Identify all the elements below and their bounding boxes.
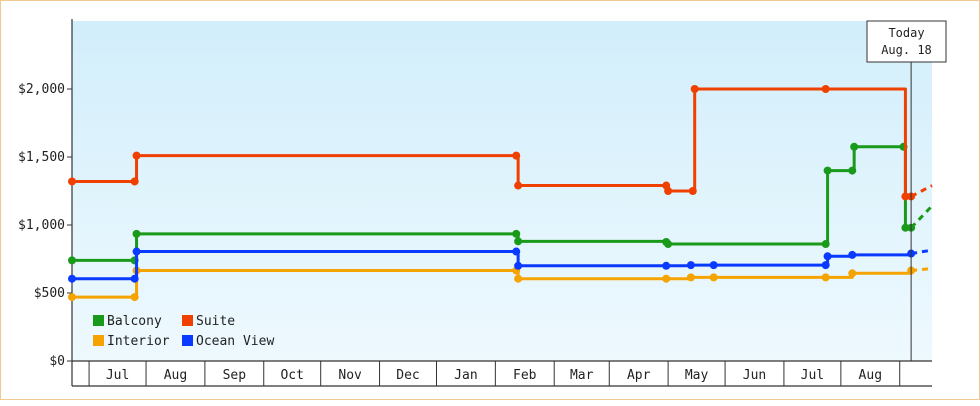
legend-swatch — [182, 335, 193, 346]
x-tick-label: May — [685, 368, 709, 383]
series-point — [512, 247, 521, 256]
legend-swatch — [93, 335, 104, 346]
series-point — [68, 256, 76, 265]
series-point — [132, 247, 141, 256]
series-point — [514, 261, 523, 270]
legend-label: Interior — [107, 334, 170, 349]
series-point — [686, 273, 695, 282]
series-point — [821, 240, 830, 249]
legend-label: Suite — [196, 314, 235, 329]
legend-label: Ocean View — [196, 334, 274, 349]
x-tick-label: Dec — [396, 368, 419, 383]
x-tick-label: Jul — [106, 368, 129, 383]
series-point — [664, 187, 673, 195]
x-tick-label: Feb — [513, 368, 537, 383]
series-point — [514, 181, 523, 190]
x-tick-label: Jul — [801, 368, 824, 383]
series-point — [686, 261, 695, 270]
legend-swatch — [182, 315, 193, 326]
y-tick-label: $2,000 — [18, 82, 65, 97]
x-tick-label: Jan — [454, 368, 477, 383]
series-point — [512, 151, 521, 160]
series-point — [514, 274, 523, 283]
x-tick-label: Aug — [859, 368, 882, 383]
series-point — [68, 293, 76, 302]
series-projection — [910, 204, 934, 229]
x-tick-label: Nov — [338, 368, 362, 383]
series-point — [690, 85, 699, 93]
series-point — [130, 177, 139, 186]
series-point — [130, 274, 139, 283]
series-point — [68, 274, 76, 283]
x-tick-label: Aug — [164, 368, 187, 383]
y-tick-label: $1,500 — [18, 150, 65, 165]
series-point — [709, 261, 718, 270]
series-point — [821, 85, 830, 93]
series-point — [512, 229, 521, 238]
today-date: Aug. 18 — [881, 43, 932, 57]
x-tick-label: Apr — [627, 368, 651, 383]
series-point — [709, 273, 718, 282]
y-tick-label: $1,000 — [18, 218, 65, 233]
series-point — [132, 151, 141, 160]
series-point — [821, 261, 830, 270]
series-point — [850, 142, 859, 151]
series-point — [901, 192, 910, 201]
x-tick-label: Jun — [743, 368, 766, 383]
series-point — [688, 187, 697, 195]
y-tick-label: $500 — [34, 286, 65, 301]
series-point — [848, 250, 857, 259]
x-tick-label: Sep — [223, 368, 247, 383]
plot-background — [72, 21, 932, 361]
legend-swatch — [93, 315, 104, 326]
series-point — [662, 261, 671, 270]
series-point — [130, 293, 139, 302]
series-point — [848, 166, 857, 175]
series-point — [664, 240, 673, 249]
series-point — [823, 252, 832, 261]
series-point — [132, 229, 141, 238]
series-point — [901, 223, 910, 232]
today-label-box — [866, 20, 947, 63]
series-point — [821, 273, 830, 282]
x-tick-label: Mar — [570, 368, 594, 383]
legend-label: Balcony — [107, 314, 162, 329]
y-tick-label: $0 — [49, 354, 65, 369]
series-point — [662, 274, 671, 283]
series-point — [823, 166, 832, 175]
series-point — [848, 269, 857, 278]
x-tick-label: Oct — [280, 368, 303, 383]
series-point — [514, 237, 523, 246]
today-label: Today — [888, 26, 924, 40]
series-point — [68, 177, 76, 186]
